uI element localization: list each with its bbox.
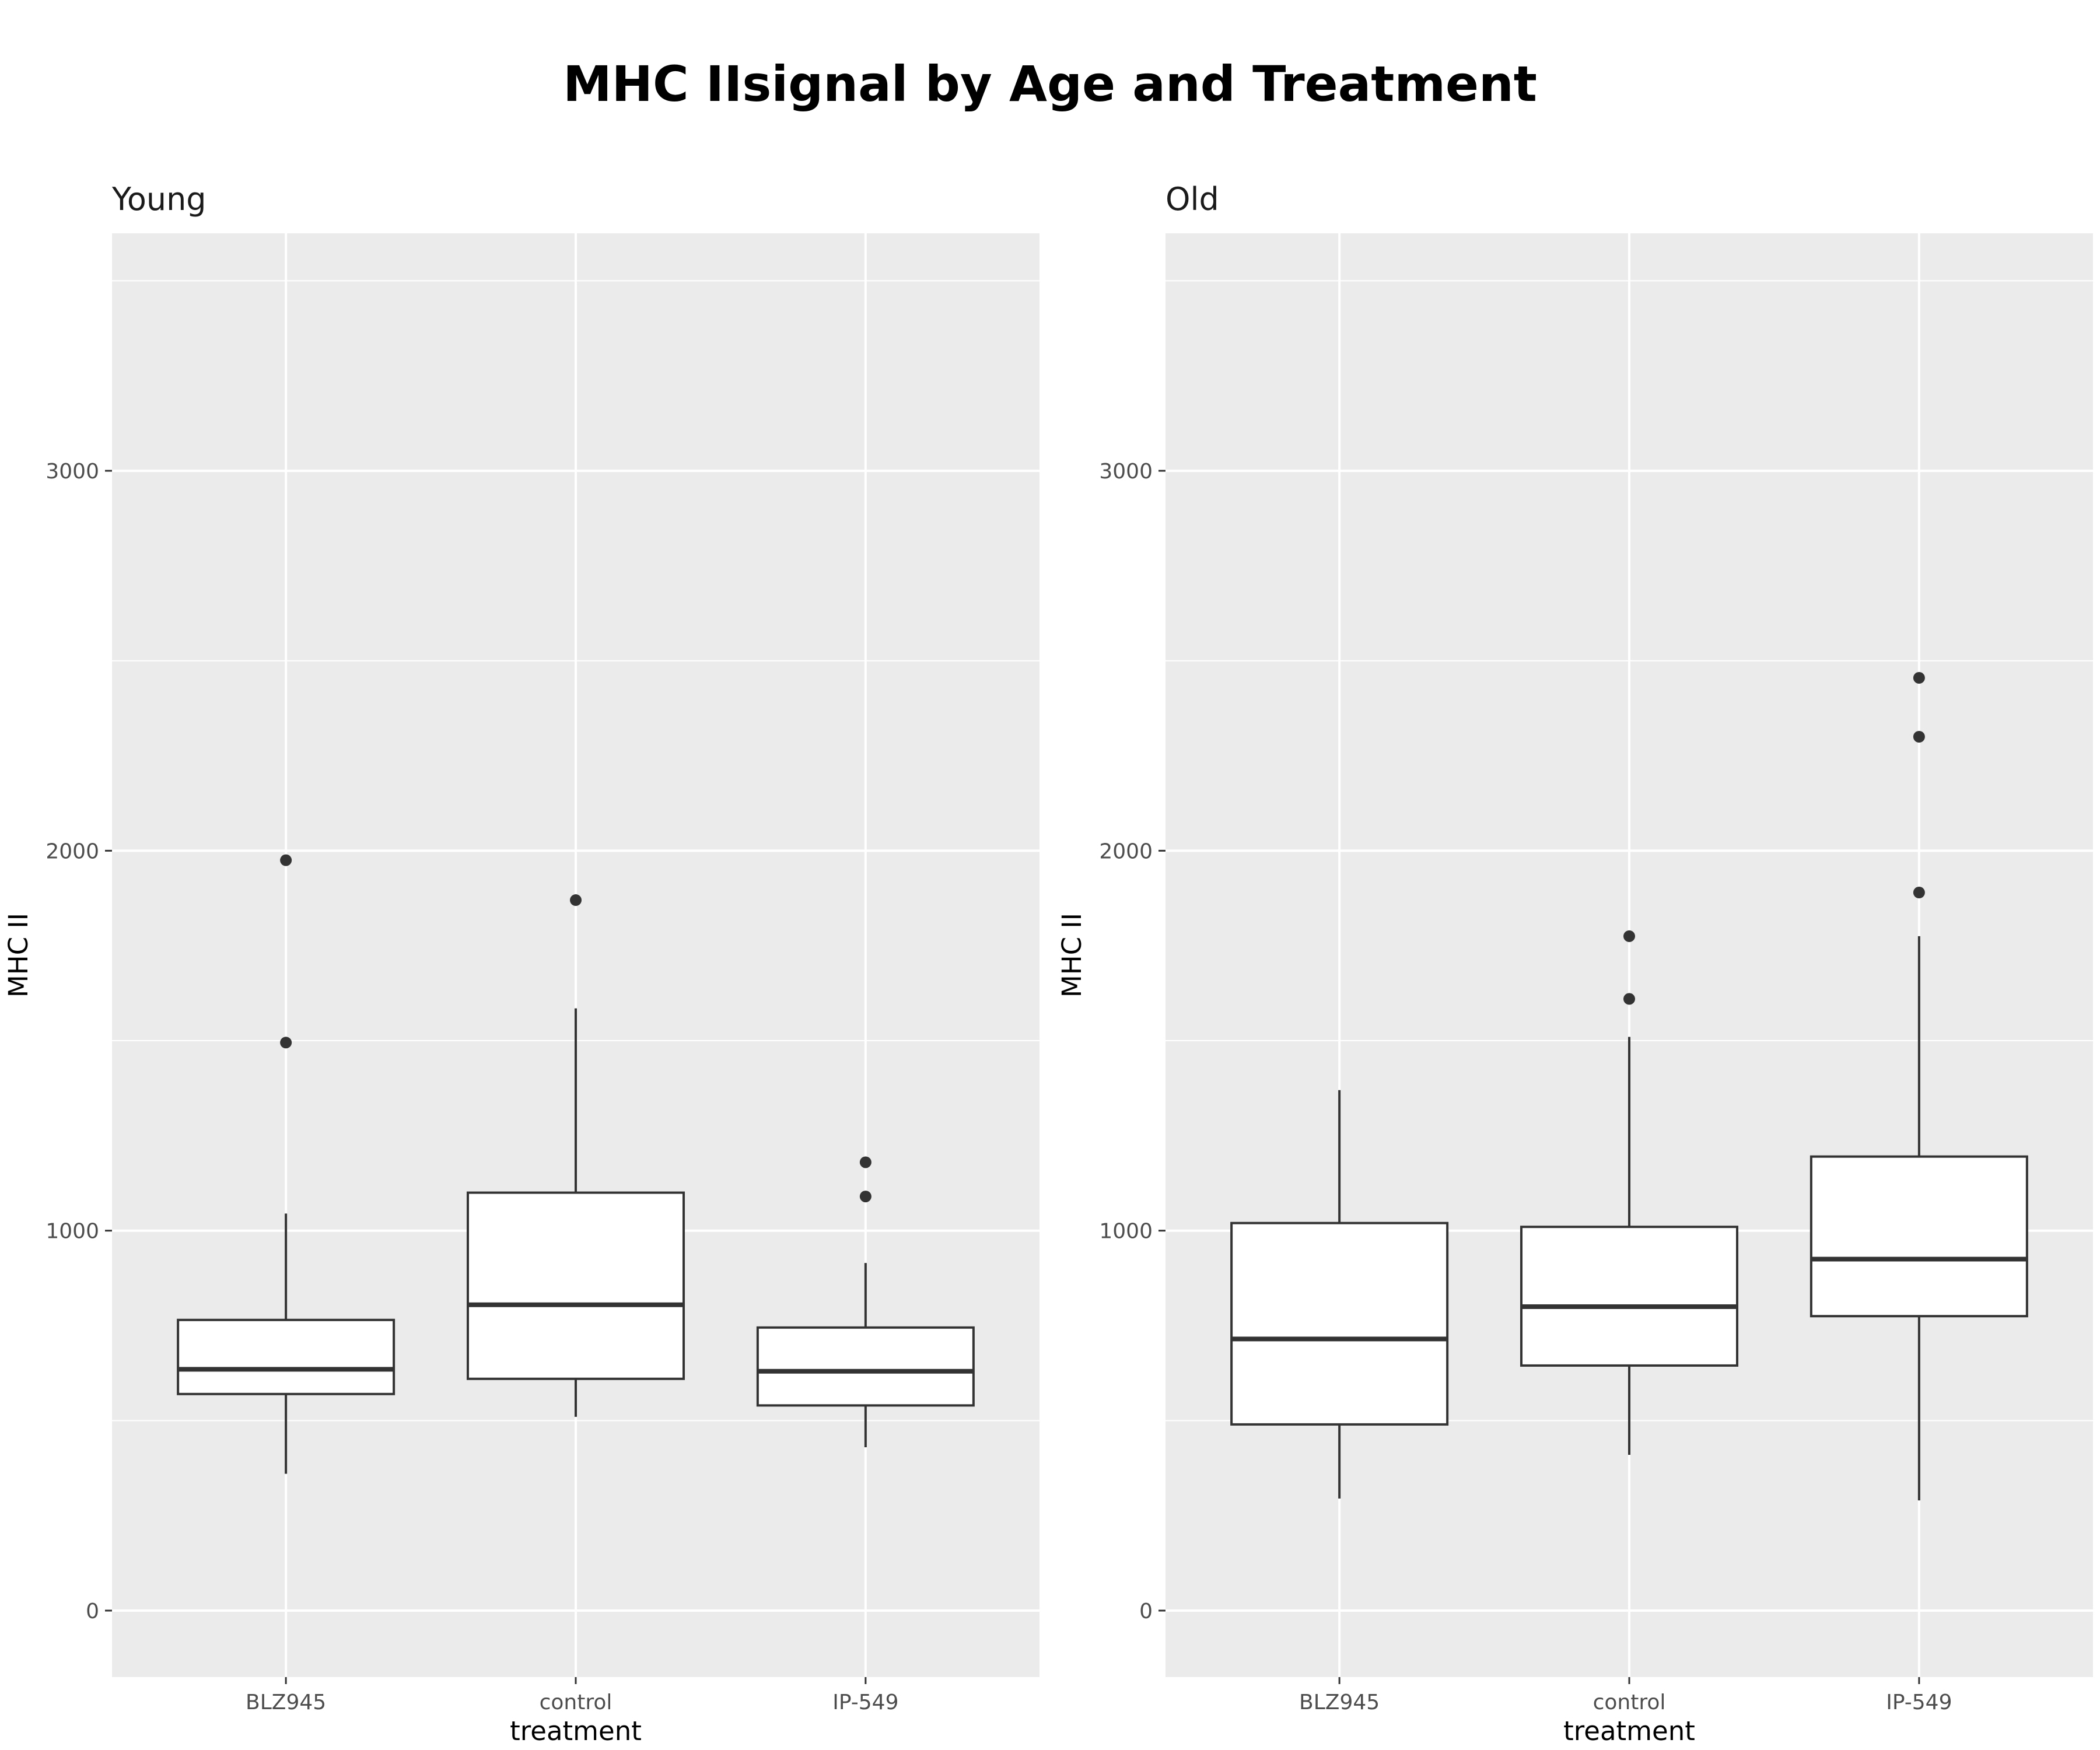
x-tick-label: IP-549 [1886,1690,1952,1714]
x-tick-label: IP-549 [832,1690,898,1714]
y-axis-title: MHC II [1056,913,1087,998]
box-control [467,894,685,1417]
box-iqr [467,1191,685,1380]
y-axis-title: MHC II [3,913,34,998]
y-tick-label: 2000 [46,839,99,863]
box-iqr [1520,1226,1738,1367]
y-tick-label: 3000 [1099,460,1153,484]
box-iqr [1810,1155,2028,1318]
box-blz945 [177,854,396,1474]
x-tick-label: BLZ945 [1299,1690,1380,1714]
y-tick-label: 2000 [1099,839,1153,863]
y-tick-label: 3000 [46,460,99,484]
outlier-point [570,894,582,907]
outlier-point [280,1037,292,1049]
box-iqr [177,1318,396,1395]
panel-label: Old [1166,181,1219,218]
box-control [1520,930,1738,1455]
outlier-point [280,854,292,866]
box-ip-549 [1810,672,2028,1501]
outlier-point [1913,730,1925,743]
x-tick-label: control [1593,1690,1666,1714]
x-tick-label: control [540,1690,612,1714]
x-tick-label: BLZ945 [246,1690,326,1714]
panel-young: Young 0 1000 2000 3000 BLZ945 control IP-549 tre… [3,181,1040,1746]
y-tick-label: 0 [1139,1600,1153,1623]
outlier-point [1623,930,1635,942]
x-axis-title: treatment [1563,1716,1695,1746]
y-tick-label: 1000 [46,1220,99,1244]
box-iqr [756,1326,975,1407]
box-iqr [1230,1222,1449,1426]
y-tick-label: 1000 [1099,1220,1153,1244]
outlier-point [1913,672,1925,684]
outlier-point [859,1156,872,1168]
chart-title: MHC IIsignal by Age and Treatment [563,55,1537,113]
box-ip-549 [756,1156,975,1447]
outlier-point [1623,993,1635,1005]
x-axis-title: treatment [510,1716,642,1746]
outlier-point [859,1191,872,1203]
panel-old: Old 0 1000 2000 3000 BLZ945 control IP-549 treat… [1056,181,2093,1746]
outlier-point [1913,887,1925,899]
y-tick-label: 0 [86,1600,99,1623]
box-blz945 [1230,1090,1449,1499]
panel-label: Young [111,181,206,218]
